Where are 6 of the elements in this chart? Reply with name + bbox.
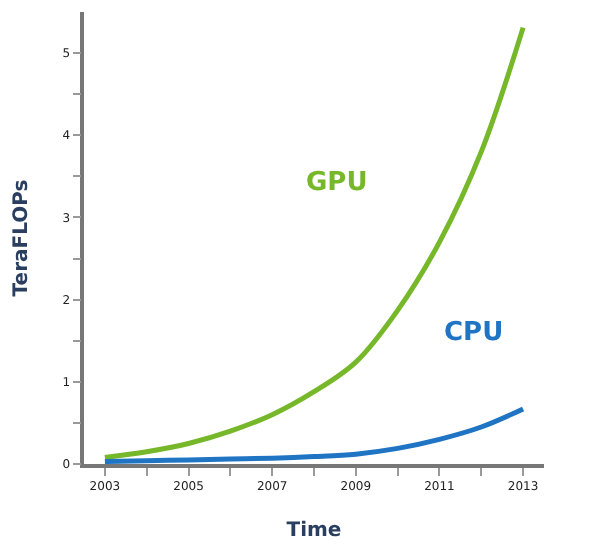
text: GPU [306,168,368,198]
y-axis-title: TeraFLOPs [11,179,34,297]
text: CPU [444,318,504,348]
x-axis-title: Time [286,519,342,542]
line-series [102,406,526,464]
line-series [102,25,526,460]
